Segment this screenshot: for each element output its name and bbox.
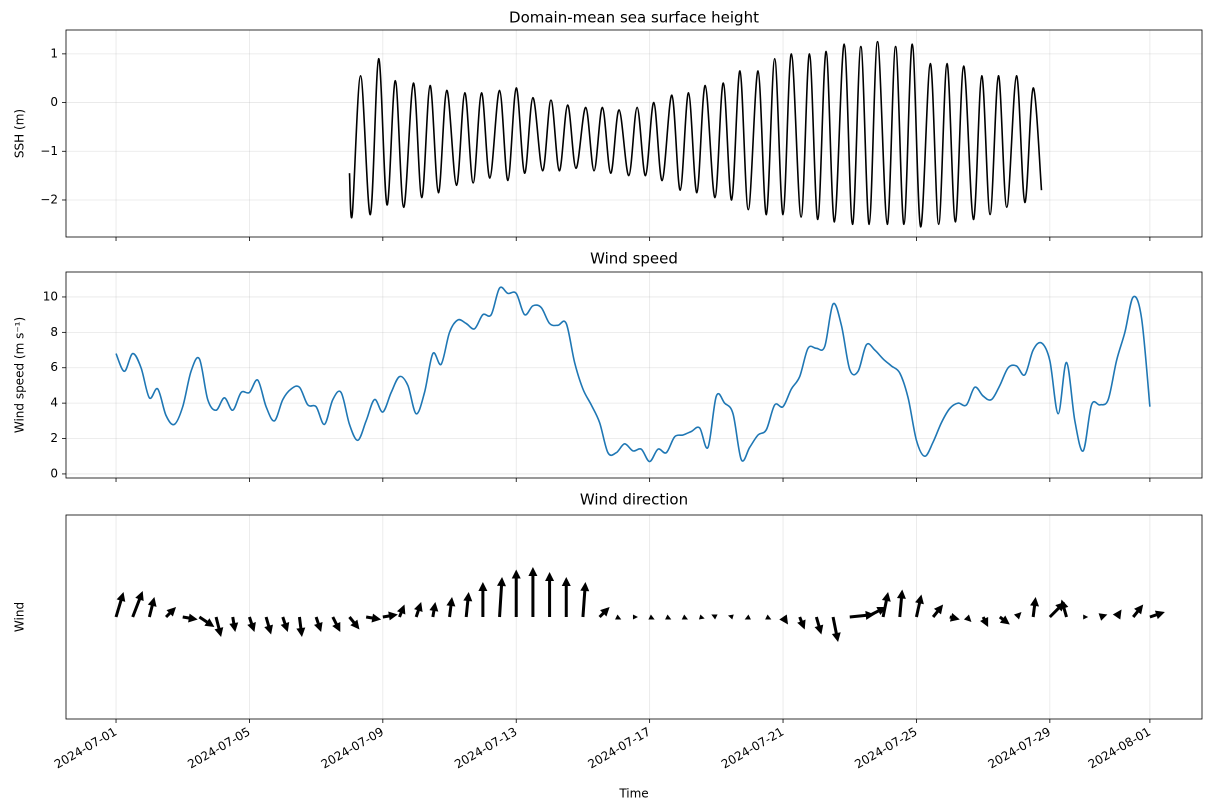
wind-arrow (1013, 612, 1022, 620)
wind-arrow (264, 616, 273, 635)
wind-arrow (665, 614, 672, 620)
wind-arrow (949, 612, 960, 622)
wind-arrow (797, 616, 806, 630)
wind-arrow (1149, 610, 1165, 620)
wind-arrow (214, 616, 224, 637)
wind-arrow (131, 591, 144, 618)
wind-arrow (182, 613, 198, 623)
wind-arrow (348, 616, 360, 630)
wind-arrow (478, 582, 488, 617)
axes-frame (65, 29, 1203, 238)
wind-arrow (561, 577, 571, 617)
axes-frame (65, 271, 1203, 479)
wind-arrow (164, 607, 177, 619)
wind-arrow (598, 607, 610, 619)
wind-arrow (229, 616, 239, 632)
wind-arrow (511, 569, 521, 617)
panel-title: Domain-mean sea surface height (509, 9, 759, 27)
wind-arrow (247, 616, 256, 632)
x-axis-label: Time (618, 787, 648, 801)
y-tick-label: 10 (43, 289, 58, 303)
wind-arrow (980, 616, 989, 627)
wind-arrow (1098, 613, 1108, 621)
wind-arrow (396, 604, 406, 618)
y-tick-label: 1 (50, 46, 58, 60)
wind-arrow (147, 597, 157, 618)
axes-frame (65, 514, 1203, 720)
y-tick-label: 8 (50, 325, 58, 339)
y-tick-label: −1 (40, 144, 58, 158)
wind-arrow (1030, 597, 1040, 618)
wind-arrow (497, 577, 506, 618)
wind-arrow (711, 614, 718, 620)
wind-arrow (931, 604, 944, 618)
y-tick-label: −2 (40, 192, 58, 206)
wind-arrow (382, 611, 398, 621)
wind-arrow (914, 594, 924, 618)
wind-arrow (728, 614, 734, 620)
wind-arrow (1132, 604, 1144, 618)
y-tick-label: 0 (50, 466, 58, 480)
wind-arrow (1059, 599, 1069, 618)
wind-arrow (365, 613, 382, 623)
wind-arrow (429, 602, 439, 618)
wind-arrow (632, 614, 638, 620)
y-axis-label: Wind (13, 602, 27, 632)
y-tick-label: 4 (50, 396, 58, 410)
y-axis-label: Wind speed (m s⁻¹) (13, 317, 27, 433)
wind-arrow (814, 616, 824, 635)
wind-arrow (1112, 609, 1122, 620)
wind-arrow (779, 614, 789, 625)
wind-arrow (865, 607, 887, 619)
wind-arrow (681, 614, 688, 620)
wind-arrow (580, 582, 590, 618)
y-tick-label: 6 (50, 360, 58, 374)
wind-arrow (896, 589, 906, 618)
wind-arrow (463, 592, 473, 618)
wind-arrow (280, 616, 290, 632)
wind-arrow (765, 614, 772, 620)
wind-arrow (114, 592, 126, 618)
wind-arrow (831, 616, 841, 642)
y-axis-label: SSH (m) (13, 109, 27, 158)
wind-arrow (648, 614, 655, 620)
wind-arrow (528, 567, 538, 617)
wind-arrow (963, 614, 972, 622)
wind-arrow (615, 614, 622, 620)
y-tick-label: 2 (50, 431, 58, 445)
panel-title: Wind speed (590, 250, 678, 268)
wind-arrow (331, 616, 341, 632)
wind-arrow (545, 572, 555, 617)
wind-arrow (414, 602, 423, 618)
wind-arrow (881, 592, 891, 618)
wind-arrow (296, 616, 306, 637)
wind-arrow (698, 614, 705, 620)
wind-arrow (998, 615, 1010, 625)
panel-title: Wind direction (580, 491, 688, 509)
wind-arrow (744, 614, 751, 620)
data-line (115, 286, 1151, 463)
data-line (348, 40, 1043, 228)
wind-arrow (314, 616, 323, 632)
wind-arrow (1083, 614, 1089, 620)
y-tick-label: 0 (50, 95, 58, 109)
wind-arrow (198, 615, 215, 627)
wind-arrow (446, 597, 456, 618)
